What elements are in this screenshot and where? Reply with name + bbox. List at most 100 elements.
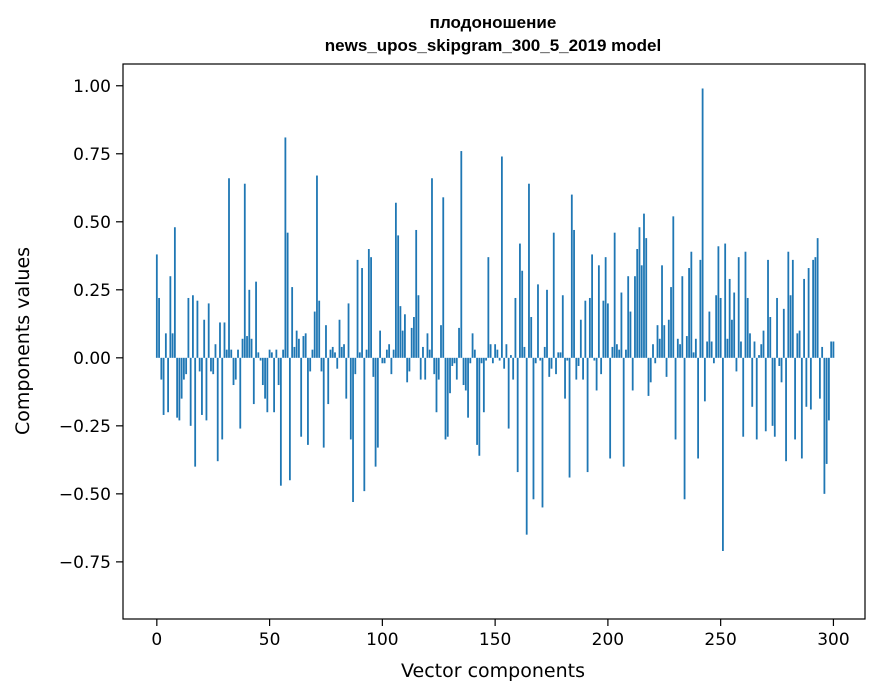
bar-205 (618, 349, 621, 358)
x-tick-label-4: 200 (592, 630, 624, 650)
bar-288 (805, 357, 808, 407)
y-tick-label-7: 1.00 (73, 77, 111, 97)
bar-105 (392, 349, 395, 358)
bar-79 (334, 352, 336, 358)
x-tick-label-5: 250 (704, 630, 736, 650)
bar-46 (259, 357, 262, 361)
bar-189 (582, 357, 584, 380)
bar-224 (661, 265, 663, 358)
bar-276 (778, 357, 781, 366)
bar-28 (219, 322, 221, 358)
bar-22 (205, 357, 208, 421)
bar-13 (185, 357, 188, 375)
bar-82 (340, 346, 343, 358)
bar-75 (325, 325, 327, 358)
bar-201 (609, 357, 612, 459)
x-tick-label-3: 150 (479, 630, 511, 650)
bar-14 (187, 297, 190, 358)
bar-269 (762, 330, 765, 358)
bar-255 (731, 319, 733, 358)
bar-87 (352, 357, 354, 503)
bar-21 (203, 319, 206, 358)
bar-221 (654, 357, 657, 364)
bar-176 (552, 232, 555, 358)
bar-66 (304, 333, 307, 358)
bar-219 (649, 357, 652, 383)
bar-212 (634, 276, 636, 358)
bar-292 (814, 257, 817, 358)
bar-264 (751, 357, 754, 407)
bar-295 (821, 346, 824, 358)
bar-240 (697, 357, 699, 459)
bar-262 (746, 297, 749, 358)
bar-274 (773, 357, 776, 437)
bar-44 (255, 281, 257, 358)
bar-123 (433, 357, 436, 375)
bar-283 (794, 357, 796, 440)
bar-128 (444, 357, 447, 440)
bar-40 (246, 336, 248, 358)
bar-100 (381, 357, 384, 364)
bar-69 (311, 349, 314, 358)
bar-134 (458, 327, 460, 358)
bar-241 (699, 259, 702, 358)
bar-146 (485, 357, 487, 361)
bar-113 (410, 327, 413, 358)
bar-204 (616, 344, 618, 358)
bar-131 (451, 357, 454, 366)
bar-230 (674, 357, 677, 440)
bar-78 (331, 346, 334, 358)
bar-7 (171, 333, 174, 358)
bar-92 (363, 357, 366, 492)
bar-211 (631, 357, 634, 391)
bar-256 (733, 292, 736, 358)
y-tick-label-2: −0.25 (59, 417, 111, 437)
bar-150 (494, 344, 497, 358)
bar-170 (539, 357, 542, 361)
bar-61 (293, 346, 296, 358)
bar-17 (194, 357, 197, 467)
bar-43 (252, 357, 255, 405)
bar-109 (401, 330, 404, 358)
bar-50 (268, 349, 271, 358)
bar-107 (397, 235, 400, 358)
bar-1 (158, 297, 160, 358)
bar-186 (575, 357, 578, 380)
bar-68 (309, 357, 312, 372)
bar-178 (557, 352, 560, 358)
bar-300 (832, 341, 835, 358)
bar-209 (627, 276, 630, 358)
bar-99 (379, 330, 381, 358)
bar-271 (767, 259, 769, 358)
bar-111 (406, 357, 409, 383)
bar-127 (442, 197, 445, 358)
bar-153 (500, 156, 503, 358)
bar-0 (155, 254, 158, 358)
bar-232 (679, 344, 681, 358)
y-axis: −0.75 −0.50 −0.25 0.00 0.25 0.50 0.75 1.00 (59, 77, 123, 573)
bar-284 (796, 333, 799, 358)
bar-151 (496, 349, 499, 358)
bar-64 (300, 357, 303, 437)
bar-260 (742, 357, 745, 437)
x-tick-label-1: 50 (259, 630, 281, 650)
bar-94 (367, 249, 370, 358)
bar-35 (234, 357, 237, 380)
x-axis: 0 50 100 150 200 250 300 (151, 619, 850, 650)
bar-4 (164, 333, 167, 358)
bar-246 (710, 341, 713, 358)
bar-42 (250, 338, 253, 358)
bar-67 (307, 357, 309, 445)
bar-136 (462, 357, 465, 386)
bar-57 (284, 137, 287, 358)
bar-281 (789, 295, 792, 358)
bar-5 (167, 357, 169, 413)
bar-149 (491, 357, 494, 364)
bar-198 (602, 300, 605, 358)
chart-subtitle: news_upos_skipgram_300_5_2019 model (325, 36, 661, 55)
bar-199 (604, 257, 607, 358)
bar-252 (724, 243, 727, 358)
bar-124 (435, 357, 438, 413)
bar-258 (737, 257, 740, 358)
bar-132 (453, 357, 456, 364)
